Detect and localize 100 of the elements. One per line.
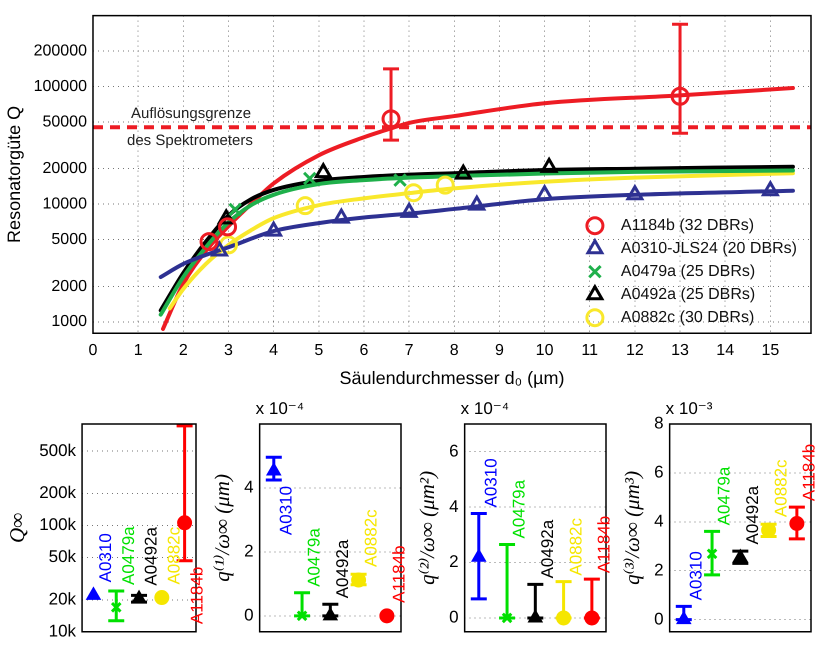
- y-axis-title: q⁽¹⁾/ω∞ (μm): [210, 474, 234, 582]
- text: x 10⁻⁴: [460, 399, 510, 418]
- y-tick-label: 0: [654, 609, 664, 628]
- text: A0479a: [510, 479, 529, 539]
- point: [540, 158, 558, 173]
- y-tick-label: 4: [244, 478, 254, 497]
- x-tick-label: 10: [536, 342, 554, 360]
- point: [267, 463, 280, 476]
- y-tick-label: 4: [654, 511, 664, 530]
- x-tick-label: 7: [404, 342, 414, 360]
- point: [314, 163, 332, 178]
- point: [110, 602, 122, 614]
- text: A0310: [481, 458, 500, 508]
- y-tick-label: 10k: [48, 621, 77, 640]
- y-tick-label: 1000: [51, 313, 88, 330]
- text: A0882c: [164, 526, 184, 585]
- y-tick-label: 10000: [42, 196, 88, 213]
- text: A0492a: [142, 526, 161, 586]
- text: x 10⁻⁴: [256, 399, 304, 418]
- x-tick-label: 14: [716, 342, 734, 360]
- y-tick-label: 2: [654, 560, 664, 580]
- point: [734, 550, 748, 562]
- y-tick-label: 50000: [42, 113, 88, 130]
- text: A1184b: [800, 444, 819, 502]
- text: A0310: [276, 486, 296, 536]
- point: [400, 202, 418, 218]
- text: A0310: [686, 551, 706, 600]
- point: [332, 208, 350, 224]
- point: [404, 183, 424, 202]
- text: A0492a: [333, 539, 352, 598]
- y-tick-label: 2000: [51, 278, 88, 295]
- legend-label: A0492a (25 DBRs): [620, 286, 756, 304]
- point: [302, 171, 317, 186]
- point: [677, 612, 690, 624]
- point: [392, 172, 408, 188]
- y-axis-title: q⁽²⁾/ω∞ (μm²): [415, 470, 440, 585]
- y-tick-label: 8: [654, 414, 664, 433]
- text: A0492a: [538, 519, 558, 578]
- text: A1184b: [187, 566, 206, 624]
- x-tick-label: 2: [178, 342, 188, 360]
- y-tick-label: 20000: [42, 160, 88, 178]
- text: A1184b: [390, 545, 409, 603]
- x-tick-label: 3: [224, 342, 234, 360]
- y-tick-label: 6: [654, 462, 664, 482]
- x-tick-label: 6: [359, 342, 368, 360]
- point: [379, 608, 394, 624]
- y-tick-label: 0: [449, 608, 459, 627]
- y-tick-label: 50k: [48, 547, 77, 566]
- x-tick-label: 5: [314, 342, 324, 360]
- y-tick-label: 500k: [39, 440, 77, 460]
- x-tick-label: 11: [581, 342, 598, 360]
- y-tick-label: 6: [449, 441, 459, 460]
- point: [789, 516, 804, 531]
- text: A0882c: [361, 508, 380, 568]
- text: A0479a: [304, 528, 324, 587]
- x-tick-label: 9: [494, 342, 504, 360]
- point: [265, 222, 282, 237]
- point: [154, 590, 170, 606]
- y-tick-label: 100k: [39, 515, 77, 534]
- y-tick-label: 2: [449, 552, 459, 572]
- point: [706, 548, 718, 560]
- y-tick-label: 4: [449, 496, 459, 516]
- x-tick-label: 15: [761, 342, 780, 360]
- point: [468, 196, 486, 211]
- legend-label: A0882c (30 DBRs): [620, 309, 754, 326]
- x-tick-label: 4: [269, 342, 278, 360]
- x-tick-label: 12: [626, 342, 644, 360]
- y-tick-label: 2: [244, 542, 254, 561]
- legend-label: A0310-JLS24 (20 DBRs): [620, 240, 798, 258]
- text: x 10⁻³: [666, 399, 713, 418]
- point: [454, 164, 472, 180]
- text: A0882c: [566, 517, 586, 576]
- y-tick-label: 0: [244, 606, 254, 625]
- x-tick-label: 1: [134, 342, 143, 360]
- point: [86, 588, 100, 600]
- text: A1184b: [594, 516, 614, 574]
- y-tick-label: 20k: [48, 589, 77, 608]
- text: A0492a: [743, 485, 762, 544]
- ref-line-label: Auflösungsgrenze des Spektrometers: [126, 104, 253, 149]
- y-tick-label: 200k: [39, 483, 77, 502]
- text: A0479a: [714, 466, 734, 526]
- y-tick-label: 5000: [51, 230, 88, 248]
- y-axis-title: Q∞: [5, 512, 30, 543]
- text: A0479a: [118, 526, 138, 585]
- point: [296, 610, 308, 622]
- text: A0882c: [771, 458, 790, 518]
- y-axis-title: Resonatorgüte Q: [4, 106, 24, 243]
- legend-label: A0479a (25 DBRs): [620, 263, 756, 280]
- point: [436, 176, 455, 195]
- point: [762, 181, 779, 196]
- x-tick-label: 13: [671, 342, 690, 360]
- y-axis-title: q⁽³⁾/ω∞ (μm³): [620, 470, 644, 585]
- point: [670, 86, 690, 106]
- y-tick-label: 200000: [34, 42, 88, 60]
- point: [211, 241, 228, 256]
- x-axis-title: Säulendurchmesser d₀ (µm): [340, 368, 564, 388]
- legend-label: A1184b (32 DBRs): [620, 217, 754, 234]
- point: [626, 185, 644, 200]
- y-tick-label: 100000: [34, 78, 88, 95]
- text: A0310: [96, 533, 116, 582]
